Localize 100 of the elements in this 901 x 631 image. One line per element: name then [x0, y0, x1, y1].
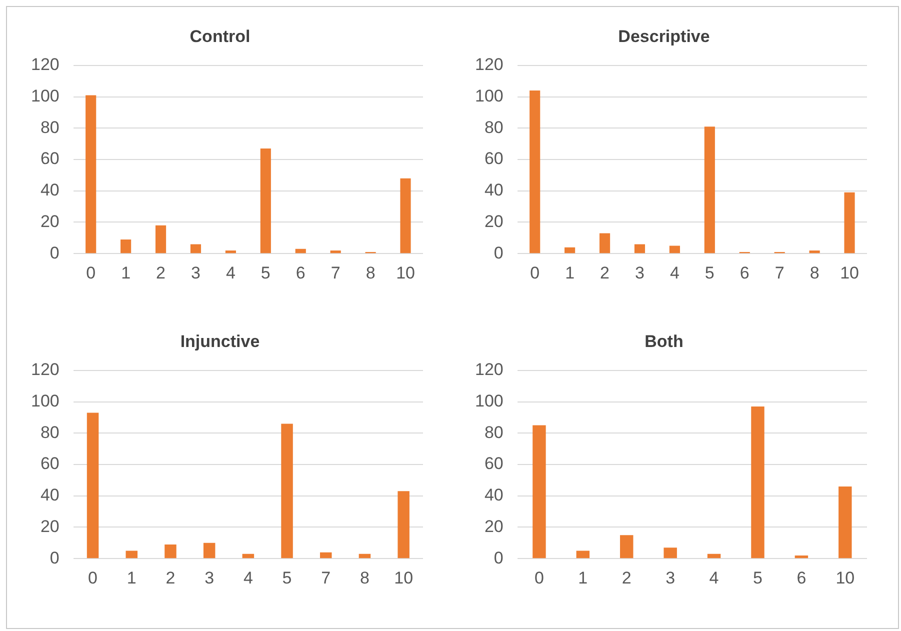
bar	[190, 244, 202, 254]
x-tick-label: 10	[396, 263, 415, 282]
bar	[794, 555, 808, 558]
x-tick-label: 1	[121, 263, 131, 282]
y-tick-label: 60	[40, 454, 60, 474]
bar	[260, 148, 271, 254]
x-tick-label: 5	[282, 568, 292, 588]
y-tick-label: 0	[494, 243, 504, 262]
bar	[751, 406, 764, 558]
y-tick-label: 80	[484, 118, 504, 137]
x-tick-label: 10	[394, 568, 414, 588]
x-tick-label: 2	[166, 568, 176, 588]
x-tick-label: 8	[366, 263, 376, 282]
x-tick-label: 2	[156, 263, 166, 282]
x-tick-label: 6	[796, 568, 806, 588]
y-tick-label: 60	[484, 149, 504, 168]
y-tick-label: 40	[40, 180, 60, 200]
x-tick-label: 1	[126, 568, 136, 588]
bar	[164, 544, 176, 558]
x-tick-label: 5	[260, 263, 270, 282]
bar	[155, 225, 166, 254]
x-tick-label: 4	[670, 263, 680, 282]
bar	[669, 246, 680, 254]
y-tick-label: 40	[40, 486, 60, 505]
bar	[330, 250, 341, 254]
y-tick-label: 20	[40, 212, 60, 231]
y-tick-label: 20	[484, 212, 504, 231]
bar	[242, 554, 254, 558]
x-tick-label: 1	[565, 263, 575, 282]
y-tick-label: 120	[30, 55, 60, 74]
x-tick-label: 0	[530, 263, 540, 282]
x-tick-label: 10	[836, 568, 855, 588]
chart-title: Both	[644, 332, 684, 351]
chart-title: Control	[190, 26, 250, 46]
bar	[809, 250, 820, 254]
bar	[704, 126, 715, 254]
bar	[564, 247, 576, 254]
bar	[86, 412, 99, 558]
y-tick-label: 80	[40, 118, 60, 137]
bar	[295, 248, 306, 254]
chart-title: Injunctive	[180, 332, 260, 351]
x-tick-label: 3	[666, 568, 676, 588]
x-tick-label: 3	[635, 263, 644, 282]
y-tick-label: 100	[474, 391, 504, 410]
bar	[530, 90, 540, 254]
y-tick-label: 0	[50, 243, 60, 262]
chart-title: Descriptive	[618, 26, 710, 46]
x-tick-label: 0	[88, 568, 98, 588]
y-tick-label: 120	[474, 360, 504, 380]
x-tick-label: 1	[578, 568, 588, 588]
x-tick-label: 2	[622, 568, 632, 588]
y-tick-label: 20	[484, 516, 504, 536]
x-tick-label: 10	[840, 263, 859, 282]
x-tick-label: 2	[600, 263, 610, 282]
x-tick-label: 8	[360, 568, 370, 588]
bar	[599, 233, 610, 254]
bar	[620, 535, 634, 558]
x-tick-label: 7	[774, 263, 784, 282]
x-tick-label: 4	[226, 263, 236, 282]
bar	[576, 550, 590, 558]
x-tick-label: 8	[810, 263, 820, 282]
y-tick-label: 40	[484, 486, 504, 505]
y-tick-label: 0	[50, 548, 60, 568]
bar	[707, 554, 721, 558]
x-tick-label: 3	[204, 568, 214, 588]
bar	[225, 250, 236, 254]
x-tick-label: 5	[704, 263, 714, 282]
bar	[838, 486, 852, 558]
bar	[320, 552, 332, 558]
y-tick-label: 0	[494, 548, 504, 568]
y-tick-label: 80	[40, 422, 60, 442]
bar	[400, 178, 411, 254]
bar	[281, 424, 293, 558]
y-tick-label: 60	[40, 149, 60, 168]
y-tick-label: 40	[484, 180, 504, 200]
x-tick-label: 3	[191, 263, 200, 282]
x-tick-label: 4	[709, 568, 719, 588]
bar	[86, 95, 96, 254]
y-tick-label: 100	[30, 391, 60, 410]
y-tick-label: 20	[40, 516, 60, 536]
x-tick-label: 6	[740, 263, 750, 282]
x-tick-label: 0	[534, 568, 544, 588]
bar	[120, 239, 132, 254]
x-tick-label: 5	[753, 568, 762, 588]
y-tick-label: 60	[484, 454, 504, 474]
bar	[634, 244, 646, 254]
x-tick-label: 6	[296, 263, 306, 282]
bar	[532, 425, 546, 558]
bar	[844, 192, 855, 254]
x-tick-label: 7	[321, 568, 331, 588]
bar	[398, 491, 410, 558]
y-tick-label: 80	[484, 422, 504, 442]
y-tick-label: 100	[30, 86, 60, 106]
y-tick-label: 100	[474, 86, 504, 106]
x-tick-label: 7	[330, 263, 340, 282]
x-tick-label: 0	[86, 263, 96, 282]
y-tick-label: 120	[474, 55, 504, 74]
bar	[203, 542, 216, 558]
bar	[126, 550, 138, 558]
y-tick-label: 120	[30, 360, 60, 380]
